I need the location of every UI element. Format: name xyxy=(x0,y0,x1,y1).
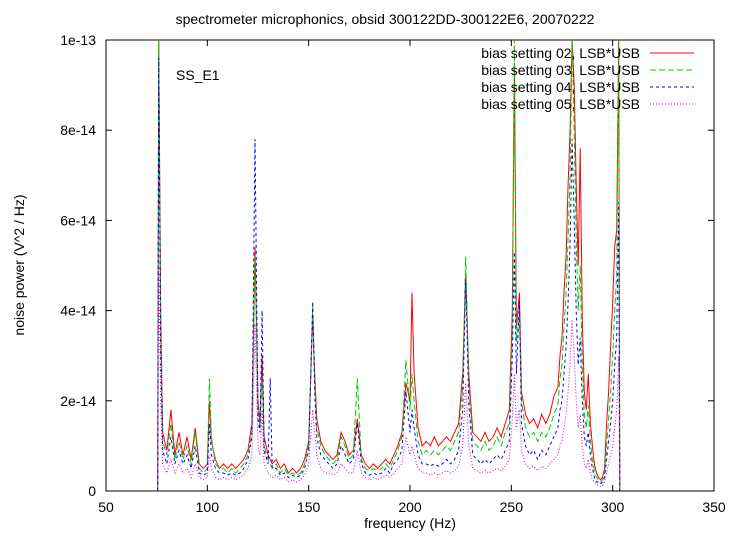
series-line-2 xyxy=(157,40,621,491)
x-tick-label: 350 xyxy=(702,499,726,515)
chart-annotation: SS_E1 xyxy=(176,67,220,83)
legend-label-1: bias setting 02, LSB*USB xyxy=(481,45,640,61)
legend-label-2: bias setting 03, LSB*USB xyxy=(481,62,640,78)
y-axis-label: noise power (V^2 / Hz) xyxy=(11,194,27,335)
series-line-3 xyxy=(157,57,621,491)
legend-label-3: bias setting 04, LSB*USB xyxy=(481,79,640,95)
x-tick-label: 100 xyxy=(196,499,220,515)
y-tick-label: 8e-14 xyxy=(60,122,96,138)
axis-ticks: 50 100 150 200 250 300 350 0 2e-14 4e-14 6e-14 8e-1… xyxy=(60,32,726,515)
series-layer xyxy=(157,40,621,491)
x-axis-label: frequency (Hz) xyxy=(364,515,456,531)
y-tick-label: 6e-14 xyxy=(60,212,96,228)
y-tick-label: 0 xyxy=(88,483,96,499)
series-line-1 xyxy=(157,40,621,491)
x-tick-label: 50 xyxy=(98,499,114,515)
x-tick-label: 150 xyxy=(297,499,321,515)
y-tick-label: 2e-14 xyxy=(60,393,96,409)
y-tick-label: 1e-13 xyxy=(60,32,96,48)
x-tick-label: 200 xyxy=(398,499,422,515)
x-tick-label: 300 xyxy=(601,499,625,515)
series-line-4 xyxy=(157,265,621,491)
y-tick-label: 4e-14 xyxy=(60,303,96,319)
legend-label-4: bias setting 05, LSB*USB xyxy=(481,96,640,112)
x-tick-label: 250 xyxy=(500,499,524,515)
chart-title: spectrometer microphonics, obsid 300122D… xyxy=(176,11,595,27)
